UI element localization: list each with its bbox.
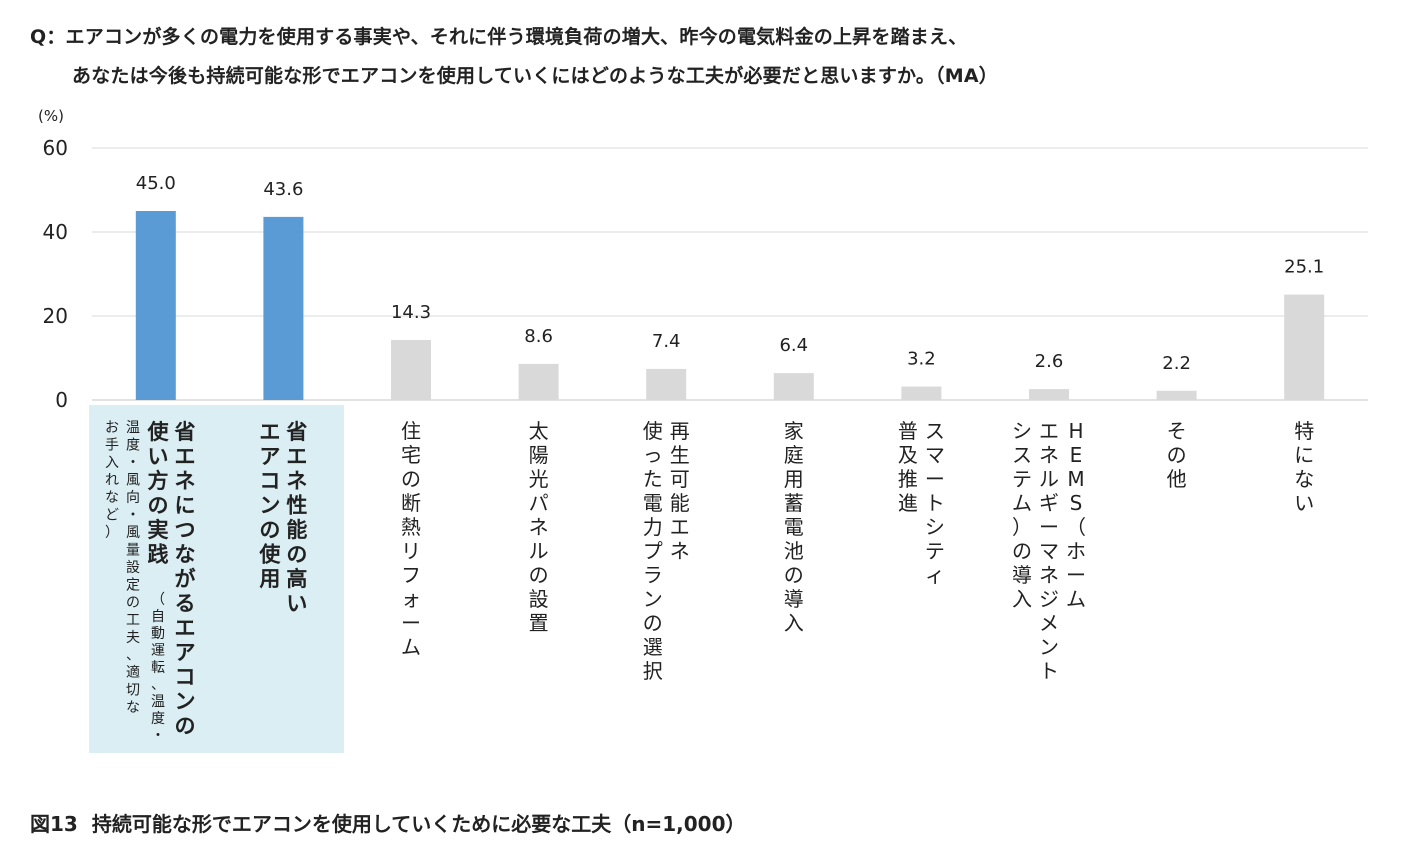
y-tick-label-60: 60 [43, 136, 68, 160]
bar-7 [901, 386, 942, 400]
category-label-10-col-1: 特にない [1294, 419, 1314, 515]
category-label-5-col-2: 使った電力プランの選択 [643, 419, 663, 683]
bar-5 [646, 368, 687, 400]
category-label-8-col-2: エネルギーマネジメント [1039, 419, 1059, 683]
category-label-1-col-4: お手入れなど） [105, 420, 119, 541]
question-line-1: Q：エアコンが多くの電力を使用する事実や、それに伴う環境負荷の増大、昨今の電気料… [30, 26, 968, 48]
category-label-3-col-1: 住宅の断熱リフォーム [401, 419, 421, 659]
question-line-2: あなたは今後も持続可能な形でエアコンを使用していくにはどのような工夫が必要だと思… [72, 65, 998, 87]
category-label-4-col-1: 太陽光パネルの設置 [529, 419, 549, 635]
bar-10 [1284, 294, 1325, 400]
value-label-7: 3.2 [907, 349, 936, 370]
category-label-9-col-1: その他 [1167, 419, 1187, 491]
category-label-7-col-2: 普及推進 [898, 419, 918, 515]
value-label-4: 8.6 [524, 326, 553, 347]
category-label-1-col-1: 省エネにつながるエアコンの [174, 420, 196, 738]
category-label-5-col-1: 再生可能エネ [670, 419, 690, 563]
y-tick-label-20: 20 [43, 304, 68, 328]
category-label-6-col-1: 家庭用蓄電池の導入 [784, 419, 804, 635]
figure-caption: 図13 持続可能な形でエアコンを使用していくために必要な工夫（n=1,000） [30, 808, 746, 837]
bar-8 [1029, 389, 1069, 400]
category-label-1-col-3: 温度・風向・風量設定の工夫、適切な [126, 420, 140, 716]
bar-9 [1156, 390, 1197, 400]
value-label-9: 2.2 [1162, 353, 1191, 374]
category-label-8-col-3: システム）の導入 [1012, 419, 1032, 611]
value-label-6: 6.4 [779, 335, 808, 356]
bar-4 [518, 363, 559, 400]
bar-3 [391, 339, 431, 400]
category-label-8-col-1: H E M S （ホーム [1066, 419, 1086, 611]
category-label-1-note-inline: （自動運転、温度・ [151, 592, 165, 744]
category-label-2-col-2: エアコンの使用 [258, 420, 281, 591]
bar-1 [135, 211, 176, 400]
category-label-7-col-1: スマートシティ [925, 419, 945, 587]
category-label-1-col-2: 使い方の実践 [147, 420, 170, 567]
category-label-2-col-1: 省エネ性能の高い [285, 420, 307, 616]
value-label-10: 25.1 [1284, 257, 1324, 278]
y-axis-unit: (%) [38, 107, 64, 125]
value-label-1: 45.0 [136, 173, 176, 194]
bar-6 [773, 373, 814, 400]
value-label-5: 7.4 [652, 331, 681, 352]
y-tick-label-40: 40 [43, 220, 68, 244]
figure-caption-text: 持続可能な形でエアコンを使用していくために必要な工夫（n=1,000） [91, 812, 746, 836]
highlight-band [89, 405, 344, 753]
bar-2 [263, 216, 304, 400]
value-label-2: 43.6 [263, 179, 303, 200]
value-label-8: 2.6 [1035, 351, 1064, 372]
bar-chart: (%) 0 20 40 60 45.0 43.6 14.3 8.6 7.4 6.4 3.2 2.6 2.2… [38, 107, 1368, 753]
y-tick-label-0: 0 [55, 388, 68, 412]
figure-number: 図13 [30, 812, 78, 836]
value-label-3: 14.3 [391, 302, 431, 323]
